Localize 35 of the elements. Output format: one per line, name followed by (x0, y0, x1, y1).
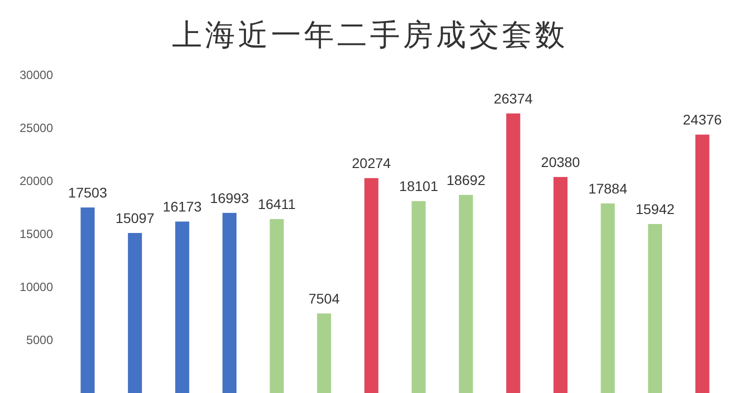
data-label: 20380 (541, 154, 580, 170)
bar (506, 113, 520, 393)
chart-title: 上海近一年二手房成交套数 (172, 18, 568, 53)
y-tick-label: 25000 (20, 121, 54, 135)
data-label: 18692 (446, 172, 486, 188)
bar (364, 178, 378, 393)
bar (317, 313, 332, 393)
data-label: 16173 (162, 198, 202, 215)
bar (222, 212, 236, 393)
data-label: 18101 (399, 178, 438, 194)
bar (458, 194, 473, 393)
bar (175, 222, 190, 393)
data-label: 15942 (636, 201, 675, 218)
data-label: 26374 (494, 90, 533, 106)
bar (128, 232, 142, 393)
y-tick-label: 30000 (20, 68, 54, 82)
y-tick-label: 15000 (20, 227, 54, 241)
data-label: 24376 (682, 112, 722, 128)
data-label: 16411 (258, 196, 296, 212)
data-label: 20274 (352, 155, 392, 172)
bar (270, 219, 284, 393)
bar (80, 207, 95, 393)
data-label: 7504 (308, 290, 340, 306)
bar (695, 134, 710, 393)
bar (554, 176, 568, 393)
y-tick-label: 20000 (20, 174, 54, 188)
data-label: 17503 (68, 184, 108, 200)
data-label: 16993 (210, 190, 250, 206)
data-label: 17884 (588, 180, 628, 196)
data-label: 15097 (115, 210, 155, 226)
y-tick-label: 5000 (26, 333, 54, 347)
bar (412, 201, 426, 393)
bar (600, 203, 615, 393)
y-tick-label: 10000 (20, 280, 54, 294)
bar (648, 224, 662, 393)
